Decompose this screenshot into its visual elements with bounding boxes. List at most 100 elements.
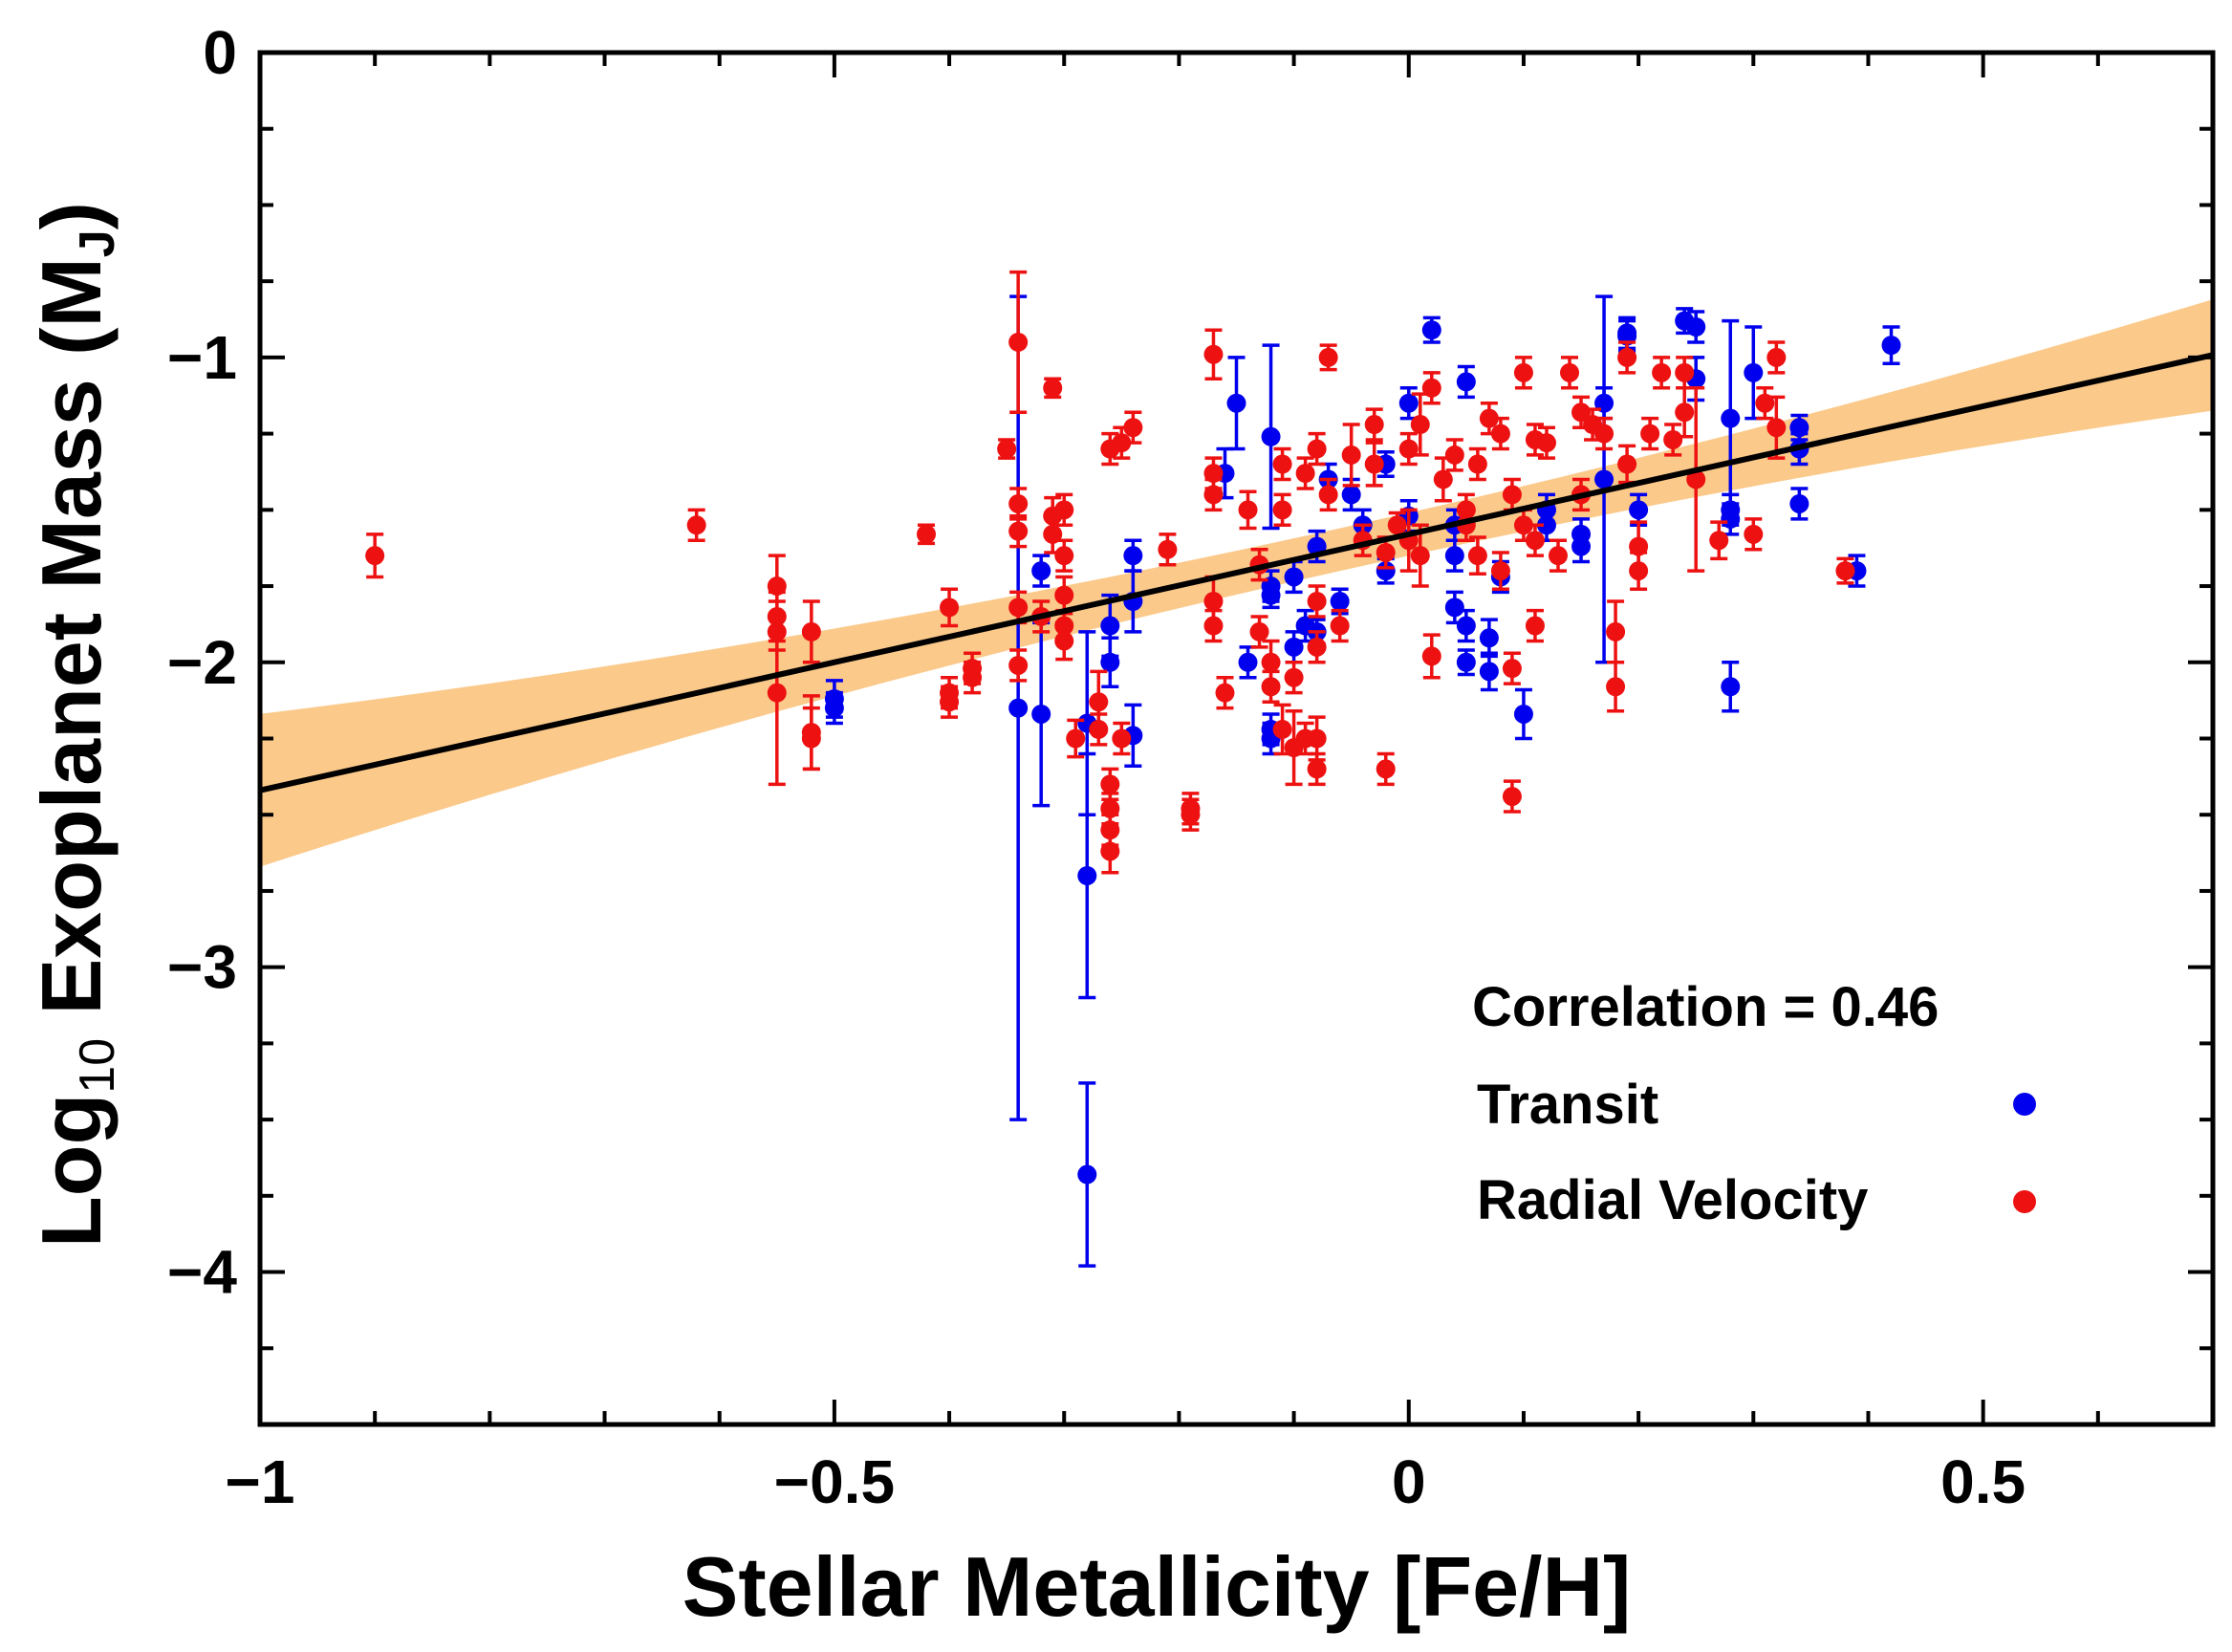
radial-velocity-marker: [1617, 347, 1637, 367]
radial-velocity-point: [1112, 721, 1132, 756]
radial-velocity-point: [1606, 661, 1626, 713]
transit-marker: [1513, 704, 1533, 724]
radial-velocity-marker: [1307, 592, 1327, 611]
transit-marker: [1479, 662, 1499, 682]
radial-velocity-point: [1054, 538, 1074, 573]
radial-velocity-marker: [1467, 546, 1487, 566]
radial-velocity-marker: [1640, 424, 1660, 444]
radial-velocity-marker: [801, 621, 821, 641]
radial-velocity-marker: [1490, 424, 1510, 444]
transit-point: [1479, 618, 1499, 659]
transit-marker: [1617, 323, 1637, 343]
radial-velocity-point: [1364, 441, 1384, 488]
radial-velocity-marker: [940, 692, 960, 712]
transit-marker: [1226, 393, 1246, 413]
y-title-unit-subscript: J: [70, 229, 125, 257]
transit-marker: [1721, 408, 1741, 428]
radial-velocity-marker: [1318, 485, 1338, 505]
transit-point: [1881, 325, 1901, 366]
radial-velocity-marker: [1433, 469, 1453, 489]
transit-point: [1721, 661, 1741, 713]
radial-velocity-marker: [1606, 677, 1626, 697]
radial-velocity-point: [1203, 608, 1224, 643]
radial-velocity-point: [1261, 669, 1281, 704]
transit-marker: [1594, 469, 1614, 489]
radial-velocity-marker: [1410, 546, 1430, 566]
transit-marker: [1456, 372, 1476, 392]
radial-velocity-point: [1502, 779, 1522, 814]
radial-velocity-point: [1043, 377, 1063, 400]
transit-point: [1261, 343, 1281, 531]
radial-velocity-point: [1398, 431, 1419, 467]
radial-velocity-marker: [1008, 332, 1029, 352]
radial-velocity-marker: [1525, 616, 1545, 636]
transit-point: [1789, 487, 1809, 521]
transit-marker: [1444, 546, 1464, 566]
y-title-log-subscript: 10: [70, 1038, 125, 1094]
radial-velocity-marker: [1054, 546, 1074, 566]
radial-velocity-point: [1238, 489, 1258, 531]
radial-velocity-marker: [1272, 500, 1292, 520]
radial-velocity-marker: [1089, 719, 1109, 739]
y-title-log: Log: [24, 1094, 119, 1248]
transit-point: [1077, 1081, 1097, 1268]
confidence-band: [260, 299, 2213, 867]
radial-velocity-point: [1330, 608, 1350, 643]
transit-point: [1031, 620, 1051, 808]
transit-point: [1444, 590, 1464, 625]
radial-velocity-point: [1364, 407, 1384, 442]
radial-velocity-point: [917, 523, 937, 546]
radial-velocity-point: [1525, 523, 1545, 557]
transit-point: [1238, 645, 1258, 680]
transit-point: [1284, 630, 1304, 664]
radial-velocity-marker: [1421, 378, 1441, 398]
transit-point: [1629, 492, 1649, 528]
radial-velocity-marker: [1112, 728, 1132, 749]
radial-velocity-marker: [1054, 500, 1074, 520]
transit-marker: [1031, 704, 1051, 724]
radial-velocity-marker: [1215, 683, 1235, 703]
radial-velocity-marker: [940, 598, 960, 618]
radial-velocity-marker: [1307, 759, 1327, 779]
radial-velocity-marker: [1594, 424, 1614, 444]
radial-velocity-point: [1123, 410, 1143, 445]
radial-velocity-marker: [1008, 493, 1029, 513]
radial-velocity-point: [1766, 395, 1787, 460]
radial-velocity-marker: [1744, 524, 1764, 544]
radial-velocity-point: [1410, 523, 1430, 588]
transit-marker: [1398, 393, 1419, 413]
transit-point: [824, 690, 844, 726]
radial-velocity-point: [1444, 438, 1464, 472]
radial-velocity-marker: [1513, 362, 1533, 382]
transit-marker: [1479, 628, 1499, 648]
transit-marker: [1444, 598, 1464, 618]
radial-velocity-marker: [1203, 616, 1224, 636]
fit-band-layer: [260, 299, 2213, 867]
radial-velocity-marker: [1675, 402, 1695, 423]
radial-velocity-marker: [686, 515, 706, 535]
radial-velocity-marker: [1284, 667, 1304, 687]
radial-velocity-point: [1744, 517, 1764, 552]
radial-velocity-marker: [1502, 659, 1522, 679]
radial-velocity-marker: [1571, 402, 1592, 423]
radial-velocity-marker: [1606, 621, 1626, 641]
transit-marker: [1536, 515, 1556, 535]
radial-velocity-point: [1008, 513, 1029, 549]
radial-velocity-point: [1272, 492, 1292, 528]
radial-velocity-point: [1318, 477, 1338, 512]
radial-velocity-marker: [1467, 454, 1487, 474]
radial-velocity-point: [940, 587, 960, 628]
radial-velocity-marker: [1686, 469, 1706, 489]
radial-velocity-point: [940, 685, 960, 719]
legend-label-transit: Transit: [1477, 1074, 1658, 1136]
axes-layer: [257, 50, 2216, 1427]
radial-velocity-point: [1249, 615, 1269, 649]
radial-velocity-marker: [1123, 418, 1143, 438]
radial-velocity-point: [1560, 356, 1580, 390]
radial-velocity-marker: [1008, 655, 1029, 675]
radial-velocity-marker: [801, 723, 821, 743]
radial-velocity-marker: [1112, 433, 1132, 453]
radial-velocity-point: [801, 599, 821, 664]
radial-velocity-marker: [767, 683, 787, 703]
radial-velocity-marker: [1295, 464, 1315, 484]
